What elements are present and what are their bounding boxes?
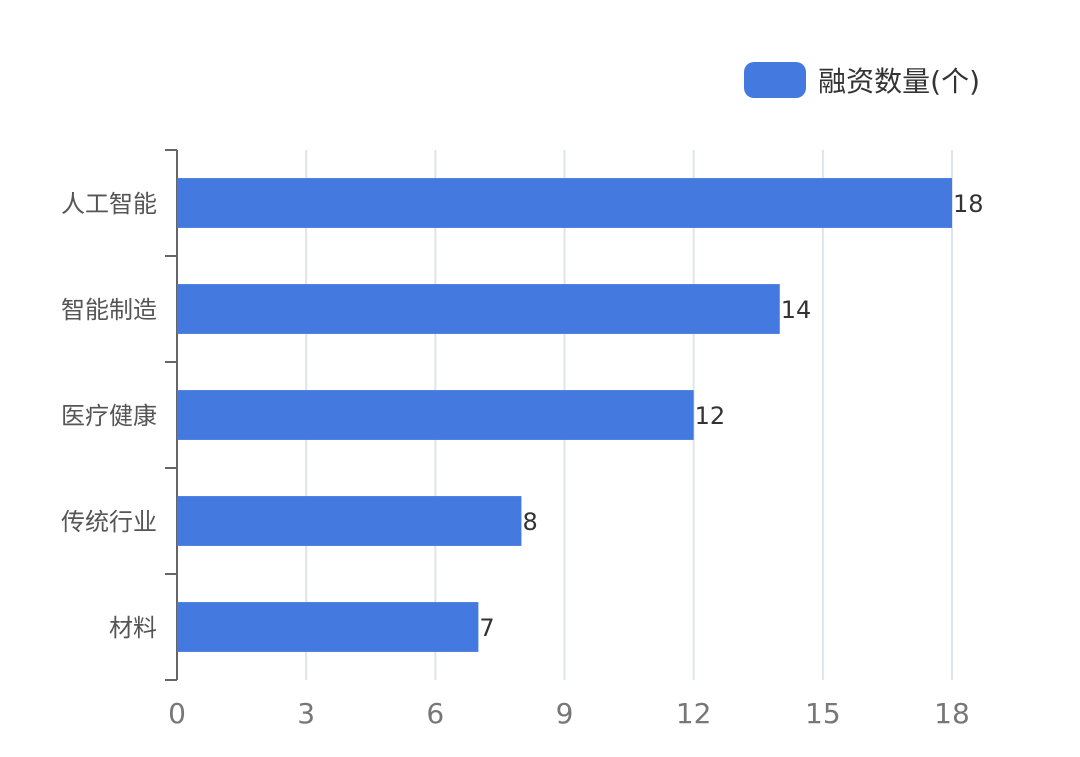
x-tick-label: 6	[426, 697, 444, 730]
legend-swatch	[744, 62, 807, 98]
data-label: 7	[479, 614, 494, 642]
legend: 融资数量(个)	[744, 60, 980, 100]
legend-label: 融资数量(个)	[818, 65, 980, 98]
x-tick-label: 15	[805, 697, 841, 730]
category-label: 材料	[109, 614, 157, 642]
category-label: 人工智能	[61, 190, 157, 218]
x-tick-label: 9	[556, 697, 574, 730]
x-tick-label: 18	[934, 697, 970, 730]
bar	[177, 178, 952, 228]
category-label: 医疗健康	[61, 402, 157, 430]
category-label: 智能制造	[61, 296, 157, 324]
data-label: 8	[522, 508, 537, 536]
bar	[177, 602, 479, 652]
x-tick-label: 12	[676, 697, 712, 730]
bar	[177, 390, 694, 440]
data-label: 14	[781, 296, 812, 324]
data-label: 18	[953, 190, 984, 218]
bar	[177, 496, 522, 546]
data-label: 12	[695, 402, 726, 430]
x-tick-label: 3	[297, 697, 315, 730]
bar	[177, 284, 780, 334]
x-tick-label: 0	[168, 697, 186, 730]
category-label: 传统行业	[61, 508, 157, 536]
